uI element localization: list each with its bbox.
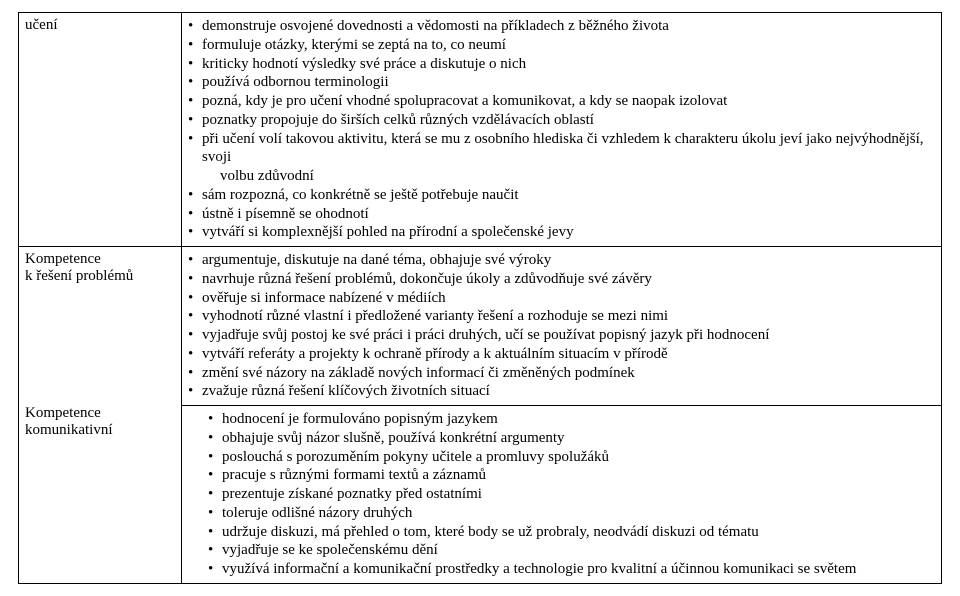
list-item: zvažuje různá řešení klíčových životních… [188, 382, 935, 401]
row-content-cell: hodnocení je formulováno popisným jazyke… [182, 406, 942, 584]
row-label-cell: Kompetencek řešení problémů Kompetenceko… [19, 247, 182, 584]
bullet-list-indented: hodnocení je formulováno popisným jazyke… [188, 410, 935, 579]
list-item: hodnocení je formulováno popisným jazyke… [188, 410, 935, 429]
list-item: poznatky propojuje do širších celků různ… [188, 111, 935, 130]
row-label-cell: učení [19, 13, 182, 247]
list-item: ověřuje si informace nabízené v médiích [188, 289, 935, 308]
list-item: poslouchá s porozuměním pokyny učitele a… [188, 448, 935, 467]
list-item: prezentuje získané poznatky před ostatní… [188, 485, 935, 504]
row-content-cell: demonstruje osvojené dovednosti a vědomo… [182, 13, 942, 247]
list-item: při učení volí takovou aktivitu, která s… [188, 130, 935, 186]
competency-table: učení demonstruje osvojené dovednosti a … [18, 12, 942, 584]
list-item: vyjadřuje svůj postoj ke své práci i prá… [188, 326, 935, 345]
list-item: pracuje s různými formami textů a záznam… [188, 466, 935, 485]
list-item: toleruje odlišné názory druhých [188, 504, 935, 523]
list-item: vyhodnotí různé vlastní i předložené var… [188, 307, 935, 326]
list-item: změní své názory na základě nových infor… [188, 364, 935, 383]
list-item: kriticky hodnotí výsledky své práce a di… [188, 55, 935, 74]
row-label: učení [25, 17, 57, 33]
row-label: Kompetencekomunikativní [25, 405, 175, 439]
list-item: sám rozpozná, co konkrétně se ještě potř… [188, 186, 935, 205]
list-item-text: při učení volí takovou aktivitu, která s… [202, 131, 924, 166]
bullet-list: demonstruje osvojené dovednosti a vědomo… [188, 17, 935, 242]
row-content-cell: argumentuje, diskutuje na dané téma, obh… [182, 247, 942, 406]
list-item: obhajuje svůj názor slušně, používá konk… [188, 429, 935, 448]
list-item: ústně i písemně se ohodnotí [188, 205, 935, 224]
list-item: využívá informační a komunikační prostře… [188, 560, 935, 579]
list-item: udržuje diskuzi, má přehled o tom, které… [188, 523, 935, 542]
row-label: Kompetencek řešení problémů [25, 251, 175, 285]
bullet-list: argumentuje, diskutuje na dané téma, obh… [188, 251, 935, 401]
list-item: vytváří si komplexnější pohled na přírod… [188, 223, 935, 242]
list-item: vyjadřuje se ke společenskému dění [188, 541, 935, 560]
list-item: argumentuje, diskutuje na dané téma, obh… [188, 251, 935, 270]
list-item: pozná, kdy je pro učení vhodné spoluprac… [188, 92, 935, 111]
list-item: vytváří referáty a projekty k ochraně př… [188, 345, 935, 364]
list-item: používá odbornou terminologii [188, 73, 935, 92]
list-item: formuluje otázky, kterými se zeptá na to… [188, 36, 935, 55]
list-item: navrhuje různá řešení problémů, dokončuj… [188, 270, 935, 289]
list-item-continuation: volbu zdůvodní [202, 167, 935, 186]
list-item: demonstruje osvojené dovednosti a vědomo… [188, 17, 935, 36]
